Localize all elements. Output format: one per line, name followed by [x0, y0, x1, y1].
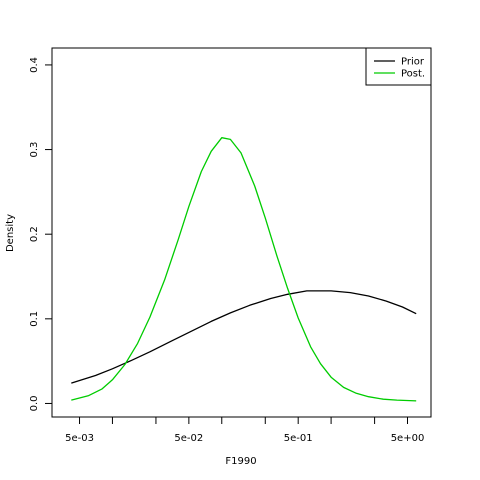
y-tick-label: 0.3: [29, 142, 40, 158]
legend-box: [365, 47, 432, 86]
y-tick-label: 0.2: [29, 226, 40, 242]
y-tick-label: 0.4: [29, 57, 40, 73]
series-line-prior: [71, 290, 417, 384]
y-tick-label: 0.0: [29, 396, 40, 412]
series-line-post: [71, 137, 417, 402]
x-axis: 5e-03 5e-02 5e-01 5e+00: [65, 417, 424, 444]
plot-box: [51, 47, 432, 418]
x-tick-label: 5e-01: [284, 433, 313, 444]
series-layer: [71, 137, 417, 402]
legend-label: Post.: [401, 69, 425, 80]
y-axis-title: Density: [5, 214, 16, 252]
x-tick-label: 5e+00: [391, 433, 425, 444]
x-tick-label: 5e-03: [65, 433, 94, 444]
y-tick-label: 0.1: [29, 311, 40, 327]
x-axis-title: F1990: [225, 456, 256, 467]
legend-label: Prior: [401, 57, 425, 68]
y-axis: 0.0 0.1 0.2 0.3 0.4: [29, 57, 52, 411]
x-tick-label: 5e-02: [174, 433, 203, 444]
